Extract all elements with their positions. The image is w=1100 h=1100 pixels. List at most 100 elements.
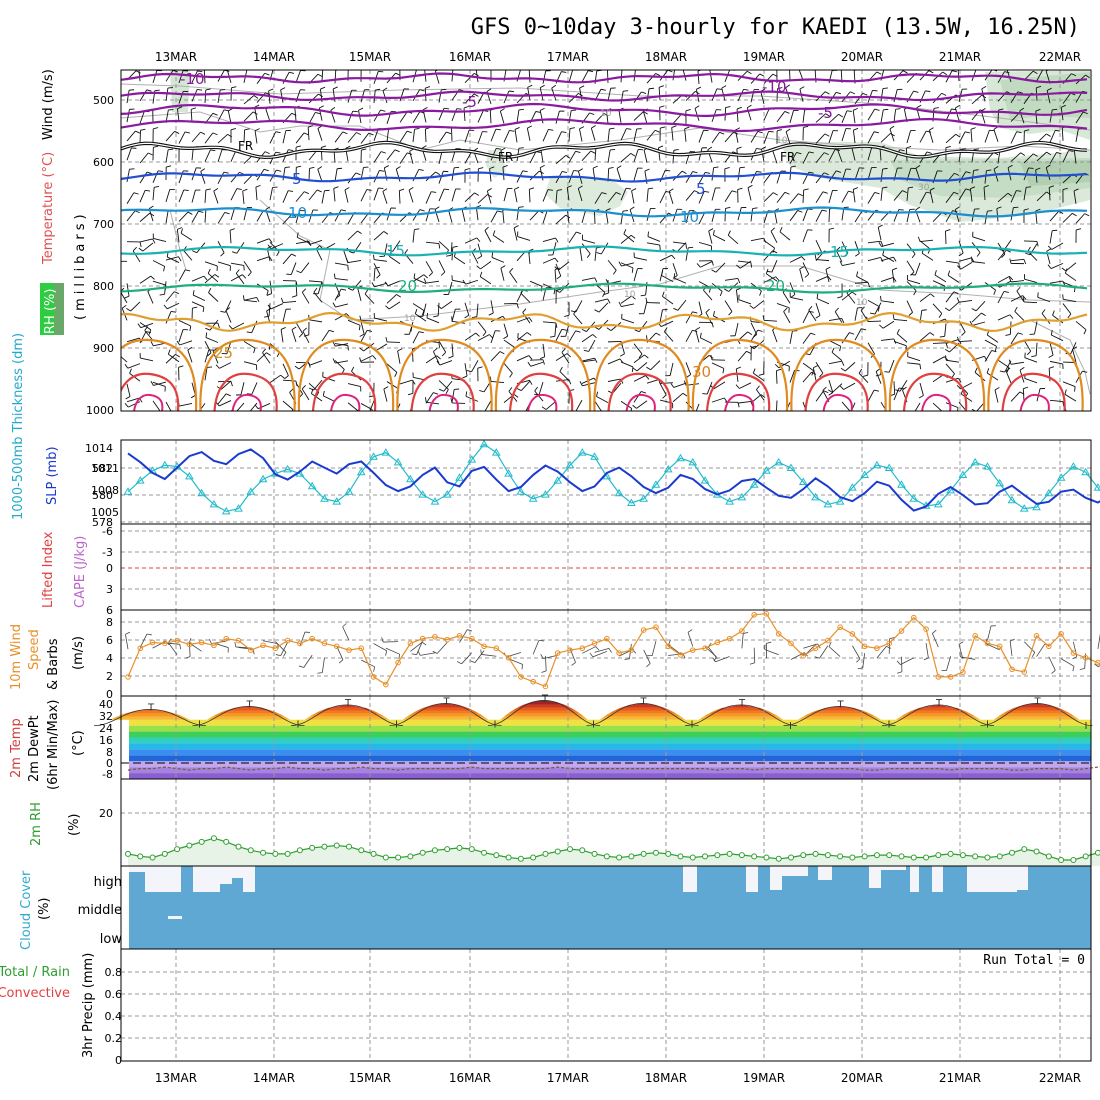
barb-shaft bbox=[854, 210, 863, 223]
barb-flag bbox=[592, 334, 597, 339]
barb-flag bbox=[337, 167, 343, 170]
barb-flag bbox=[475, 332, 480, 337]
wind10-point bbox=[235, 637, 242, 644]
wind10-point bbox=[665, 643, 672, 650]
barb-flag bbox=[631, 267, 634, 273]
label-cloud-1: Cloud Cover bbox=[19, 870, 34, 950]
wind-barb bbox=[499, 108, 505, 124]
wind-barb bbox=[542, 70, 551, 84]
wind-barb bbox=[230, 262, 245, 271]
barb-shaft bbox=[568, 110, 572, 124]
slp-thickness-panel: 582 580 578 1014 1011 1008 1005 1000-500… bbox=[11, 333, 1100, 529]
wind-barb bbox=[217, 149, 228, 163]
wind10-point bbox=[186, 641, 193, 648]
wind-barb bbox=[932, 92, 947, 104]
barb-shaft bbox=[344, 189, 349, 203]
wind-barb bbox=[1006, 70, 1012, 83]
barb-shaft bbox=[891, 269, 895, 283]
barb-shaft bbox=[256, 72, 266, 84]
wind-barb bbox=[126, 130, 141, 142]
barb-flag bbox=[746, 70, 752, 75]
wind-barb bbox=[906, 300, 914, 316]
wind-barb bbox=[528, 187, 535, 203]
barb-shaft bbox=[997, 275, 1010, 284]
barb-shaft bbox=[309, 360, 323, 366]
wind-barb bbox=[566, 185, 572, 201]
barb-flag bbox=[970, 186, 976, 190]
barb-flag bbox=[640, 294, 646, 297]
temp-min-mark: I bbox=[1085, 721, 1088, 732]
wind-barb bbox=[126, 168, 135, 183]
barb-flag bbox=[799, 266, 805, 270]
isotherm-40-dome bbox=[231, 393, 262, 411]
barb-flag bbox=[254, 404, 259, 409]
barb-shaft bbox=[1062, 303, 1072, 315]
t-tick-m8: -8 bbox=[102, 768, 113, 781]
barb-shaft bbox=[522, 312, 531, 324]
barb-shaft bbox=[165, 88, 169, 102]
barb-shaft bbox=[945, 191, 955, 203]
wind-barb bbox=[359, 342, 375, 352]
barb-shaft bbox=[672, 170, 683, 181]
thick-tick-578: 578 bbox=[92, 516, 113, 529]
barb-flag bbox=[632, 649, 637, 654]
wind-barb bbox=[139, 189, 151, 203]
wind-barb bbox=[217, 109, 230, 122]
barb-flag bbox=[713, 310, 715, 317]
barb-flag bbox=[1009, 258, 1012, 264]
barb-flag bbox=[192, 306, 198, 309]
barb-flag bbox=[246, 393, 252, 395]
barb-shaft bbox=[828, 149, 836, 162]
barb-flag bbox=[671, 254, 676, 260]
wind10-barb bbox=[932, 629, 939, 648]
barb-shaft bbox=[631, 190, 635, 204]
wind-barb bbox=[425, 392, 439, 404]
wind-barb bbox=[581, 150, 596, 161]
barb-shaft bbox=[217, 171, 225, 185]
wind-barb bbox=[607, 259, 617, 275]
barb-shaft bbox=[568, 128, 571, 142]
wind-barb bbox=[464, 73, 479, 83]
thickness-point bbox=[811, 492, 820, 501]
barb-flag bbox=[174, 130, 180, 134]
rh2m-point bbox=[935, 852, 942, 859]
cloud-gap bbox=[232, 866, 243, 878]
thickness-point bbox=[430, 497, 440, 505]
barb-flag bbox=[291, 253, 297, 257]
wind-barb bbox=[785, 402, 791, 411]
barb-flag bbox=[473, 73, 479, 77]
barb-flag bbox=[344, 187, 350, 191]
barb-shaft bbox=[815, 152, 825, 164]
barb-shaft bbox=[960, 261, 973, 270]
wind-barb bbox=[551, 84, 557, 101]
wind-barb bbox=[198, 403, 206, 411]
barb-shaft bbox=[490, 300, 494, 314]
rh2m-point bbox=[505, 854, 512, 861]
barb-shaft bbox=[1023, 339, 1032, 352]
wind-barb bbox=[766, 259, 778, 273]
barb-flag bbox=[839, 346, 842, 352]
barb-flag bbox=[595, 646, 600, 651]
barb-flag bbox=[318, 93, 323, 98]
barb-shaft bbox=[1036, 151, 1047, 162]
wind-barb bbox=[371, 282, 388, 288]
barb-shaft bbox=[567, 210, 570, 224]
barb-flag bbox=[172, 416, 177, 417]
temp-min-mark: I bbox=[395, 720, 398, 731]
wind-barb bbox=[448, 343, 454, 359]
barb-flag bbox=[594, 277, 598, 283]
wind-barb bbox=[633, 91, 647, 103]
barb-shaft bbox=[283, 301, 297, 304]
barb-shaft bbox=[139, 171, 148, 184]
barb-shaft bbox=[425, 355, 438, 364]
barb-shaft bbox=[555, 190, 558, 204]
barb-flag bbox=[133, 192, 139, 195]
barb-flag bbox=[1048, 366, 1055, 369]
wind10-barb bbox=[1048, 656, 1056, 674]
wind-barb bbox=[138, 242, 154, 252]
barb-shaft bbox=[880, 187, 883, 201]
barb-shaft bbox=[1041, 313, 1051, 325]
p-tick-500: 500 bbox=[93, 94, 114, 107]
wind-barb bbox=[256, 238, 273, 244]
barb-flag bbox=[630, 152, 636, 157]
